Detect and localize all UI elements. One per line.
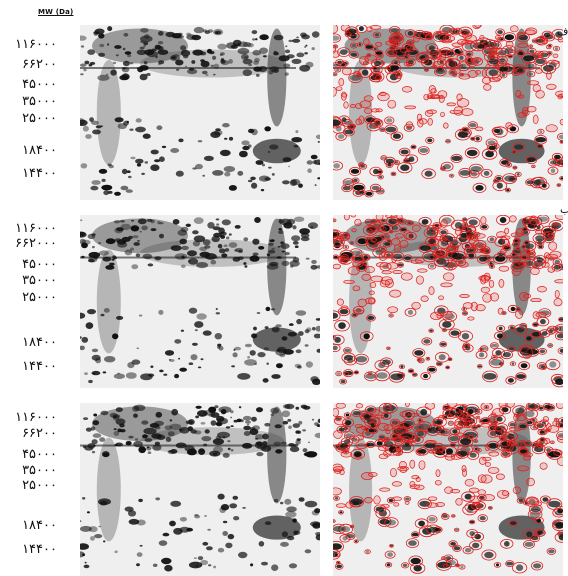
gel-graphic — [80, 215, 320, 388]
mw-label: ۲۵۰۰۰ — [22, 478, 57, 493]
gel-graphic — [80, 25, 320, 200]
mw-label: ۱۴۴۰۰ — [22, 166, 57, 181]
mw-labels-row-3: ۱۱۶۰۰۰ ۶۶۲۰۰ ۴۵۰۰۰ ۳۵۰۰۰ ۲۵۰۰۰ ۱۸۴۰۰ ۱۴۴… — [0, 0, 57, 576]
mw-label: ۱۱۶۰۰۰ — [15, 221, 57, 236]
mw-label: ۱۴۴۰۰ — [22, 542, 57, 557]
mw-label: ۱۸۴۰۰ — [22, 518, 57, 533]
panel-letter-row-1: ف — [557, 25, 568, 38]
mw-label: ۴۵۰۰۰ — [22, 77, 57, 92]
gel-image-row-3-overlay — [333, 403, 563, 576]
mw-labels-row-1: ۱۱۶۰۰۰ ۶۶۲۰۰ ۴۵۰۰۰ ۳۵۰۰۰ ۲۵۰۰۰ ۱۸۴۰۰ ۱۴۴… — [0, 0, 57, 576]
mw-label: ۳۵۰۰۰ — [22, 463, 57, 478]
mw-label: ۲۵۰۰۰ — [22, 290, 57, 305]
mw-label: ۲۵۰۰۰ — [22, 111, 57, 126]
mw-label: ۳۵۰۰۰ — [22, 273, 57, 288]
spot-overlay-graphic — [333, 25, 563, 200]
mw-label: ۳۵۰۰۰ — [22, 94, 57, 109]
mw-label: ۶۶۲۰۰ — [22, 426, 57, 441]
spot-overlay-graphic — [333, 215, 563, 388]
gel-image-row-2-overlay — [333, 215, 563, 388]
gel-image-row-1-overlay — [333, 25, 563, 200]
mw-axis-header: MW (Da) — [38, 8, 74, 16]
mw-labels-row-2: ۱۱۶۰۰۰ ۶۶۲۰۰۰ ۴۵۰۰۰ ۳۵۰۰۰ ۲۵۰۰۰ ۱۸۴۰۰ ۱۴… — [0, 0, 57, 576]
mw-label: ۱۸۴۰۰ — [22, 335, 57, 350]
mw-label: ۱۱۶۰۰۰ — [15, 37, 57, 52]
gel-image-row-3-raw — [80, 403, 320, 576]
mw-label: ۶۶۲۰۰ — [22, 57, 57, 72]
gel-image-row-1-raw — [80, 25, 320, 200]
panel-letter-row-2: ب — [560, 203, 568, 216]
mw-label: ۴۵۰۰۰ — [22, 257, 57, 272]
mw-label: ۶۶۲۰۰۰ — [15, 236, 57, 251]
spot-overlay-graphic — [333, 403, 563, 576]
gel-graphic — [80, 403, 320, 576]
mw-label: ۴۵۰۰۰ — [22, 447, 57, 462]
mw-label: ۱۱۶۰۰۰ — [15, 410, 57, 425]
mw-label: ۱۴۴۰۰ — [22, 359, 57, 374]
gel-image-row-2-raw — [80, 215, 320, 388]
mw-label: ۱۸۴۰۰ — [22, 143, 57, 158]
